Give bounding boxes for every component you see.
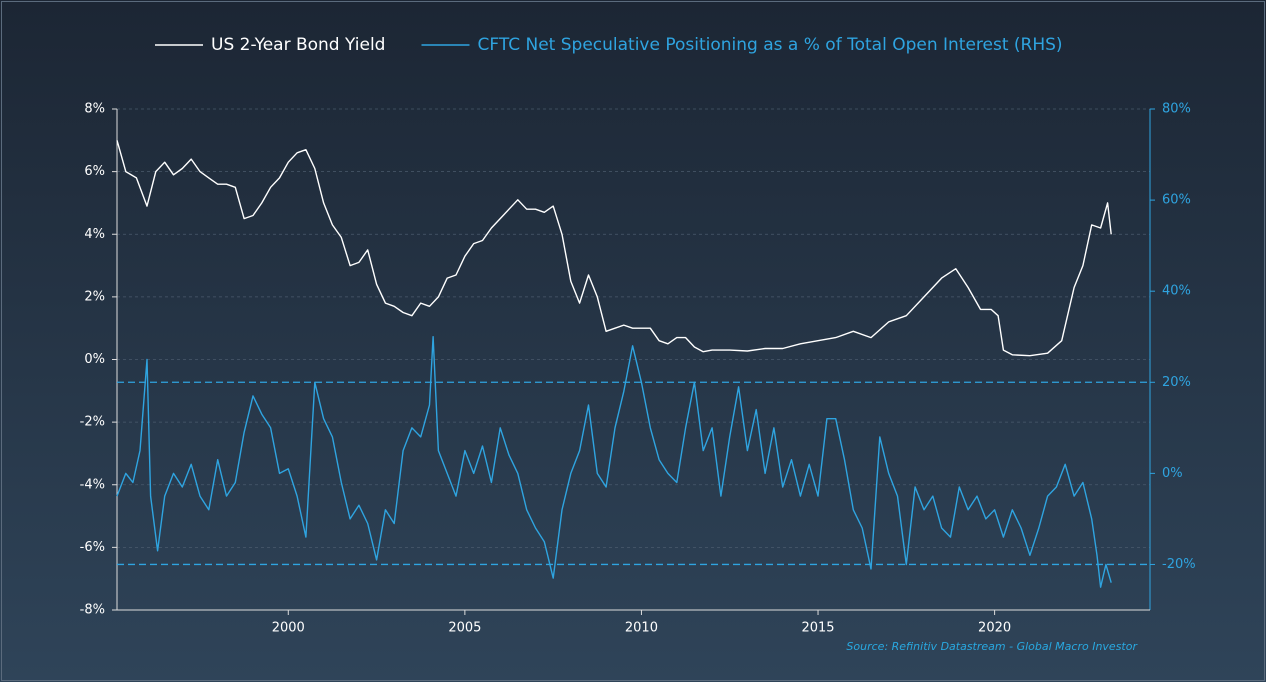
y-tick-label: 6% — [84, 164, 105, 179]
y2-tick-label: 40% — [1162, 284, 1191, 299]
y2-tick-label: 80% — [1162, 102, 1191, 117]
x-tick-label: 2010 — [625, 621, 658, 636]
x-tick-label: 2005 — [448, 621, 481, 636]
y2-tick-label: -20% — [1162, 557, 1196, 572]
y-tick-label: -8% — [80, 603, 105, 618]
x-tick-label: 2015 — [801, 621, 834, 636]
y-tick-label: 4% — [84, 227, 105, 242]
legend-label: CFTC Net Speculative Positioning as a % … — [477, 35, 1062, 55]
x-tick-label: 2020 — [978, 621, 1011, 636]
legend-label: US 2-Year Bond Yield — [211, 35, 385, 55]
series-line — [116, 140, 1112, 357]
y2-tick-label: 20% — [1162, 375, 1191, 390]
y2-tick-label: 60% — [1162, 193, 1191, 208]
y-tick-label: -2% — [80, 415, 105, 430]
y2-tick-label: 0% — [1162, 466, 1183, 481]
y-tick-label: 8% — [84, 102, 105, 117]
series-line — [116, 336, 1112, 588]
y-tick-label: -4% — [80, 477, 105, 492]
y-tick-label: 0% — [84, 352, 105, 367]
x-tick-label: 2000 — [272, 621, 305, 636]
y-tick-label: -6% — [80, 540, 105, 555]
y-tick-label: 2% — [84, 289, 105, 304]
source-note: Source: Refinitiv Datastream - Global Ma… — [846, 640, 1138, 653]
